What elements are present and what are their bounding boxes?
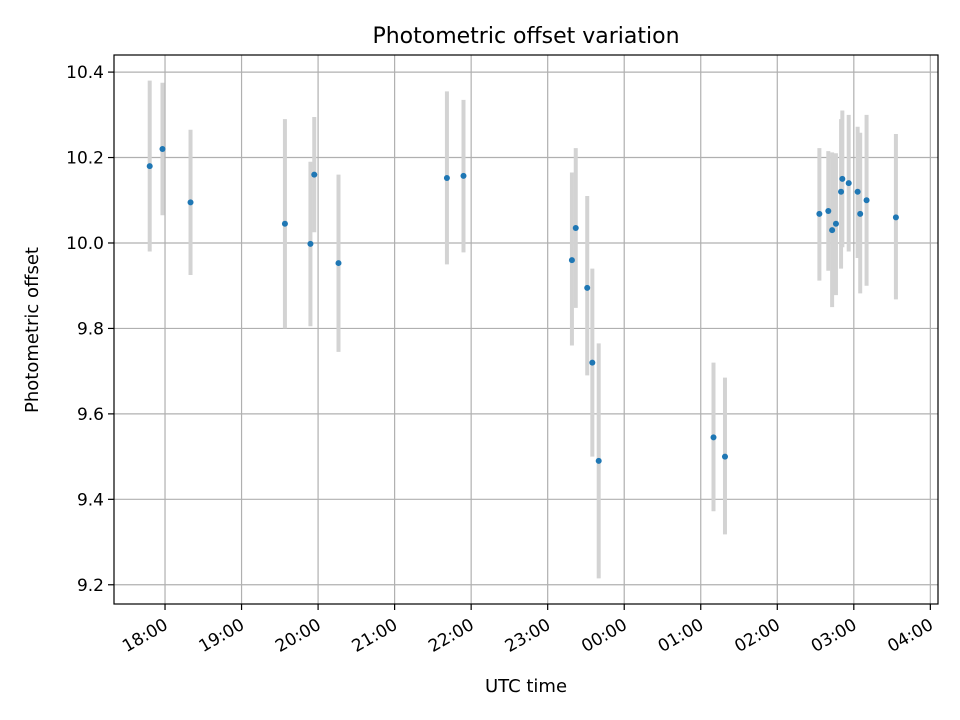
data-point [863, 197, 870, 204]
data-point [892, 214, 899, 221]
y-tick-label: 9.6 [77, 405, 104, 425]
data-point [443, 175, 450, 182]
x-axis-label: UTC time [485, 676, 567, 697]
data-point [146, 163, 153, 170]
data-point [307, 240, 314, 247]
data-point [816, 210, 823, 217]
data-points [146, 145, 899, 464]
data-point [857, 210, 864, 217]
data-point [832, 220, 839, 227]
y-tick-label: 9.4 [77, 490, 104, 510]
data-point [595, 457, 602, 464]
data-point [335, 260, 342, 267]
grid [114, 55, 938, 604]
data-point [854, 188, 861, 195]
data-point [281, 220, 288, 227]
data-point [845, 180, 852, 187]
data-point [589, 359, 596, 366]
data-point [721, 453, 728, 460]
data-point [584, 284, 591, 291]
data-point [159, 145, 166, 152]
data-point [825, 207, 832, 214]
data-point [572, 225, 579, 232]
y-tick-label: 10.4 [66, 63, 104, 83]
chart-title: Photometric offset variation [372, 24, 679, 49]
plot-frame [113, 54, 939, 605]
y-tick-label: 9.8 [77, 319, 104, 339]
data-point [839, 175, 846, 182]
y-tick-label: 10.0 [66, 234, 104, 254]
data-point [829, 227, 836, 234]
data-point [187, 199, 194, 206]
data-point [460, 172, 467, 179]
y-tick-label: 9.2 [77, 576, 104, 596]
y-tick-label: 10.2 [66, 149, 104, 169]
y-axis-label: Photometric offset [22, 247, 43, 413]
data-point [838, 188, 845, 195]
data-point [710, 434, 717, 441]
data-point [311, 171, 318, 178]
data-point [568, 257, 575, 264]
y-axis-ticks: 9.2 9.4 9.6 9.8 10.0 10.2 10.4 [66, 63, 114, 596]
